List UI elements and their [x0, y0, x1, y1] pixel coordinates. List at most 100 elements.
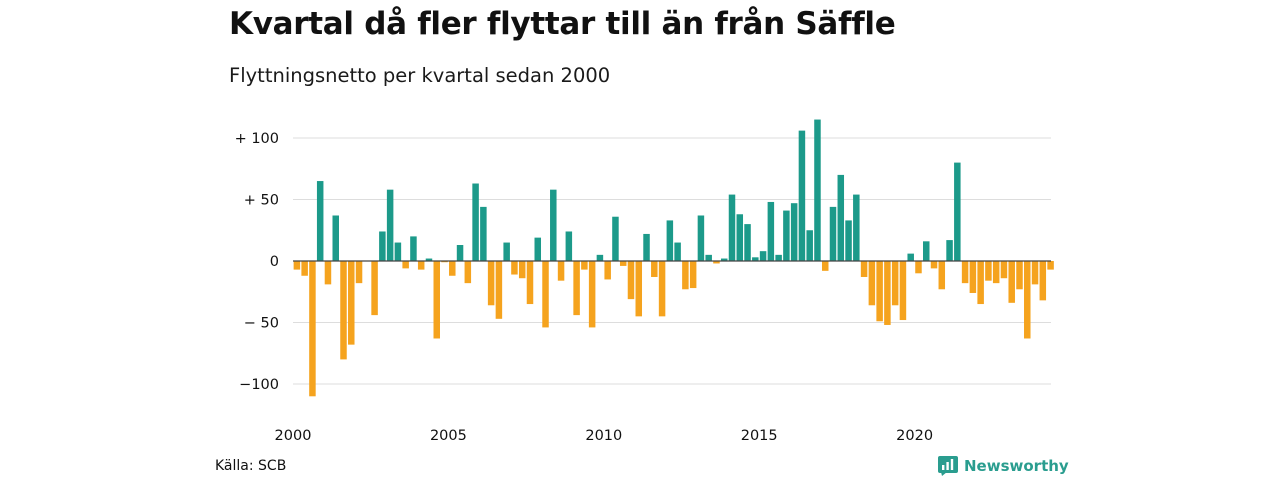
bar-positive	[480, 206, 487, 261]
bar-negative	[938, 261, 946, 290]
x-tick-label: 2000	[275, 428, 312, 444]
bar-negative	[985, 261, 992, 281]
bar-negative	[441, 261, 448, 263]
bar-negative	[682, 261, 689, 290]
bar-positive	[705, 254, 712, 261]
bar-negative	[860, 261, 868, 277]
bar-positive	[752, 257, 759, 261]
bar-negative	[402, 261, 409, 269]
bar-positive	[425, 258, 433, 261]
bar-negative	[651, 261, 658, 277]
brand-logo: Newsworthy	[938, 456, 1069, 476]
bar-positive	[736, 214, 744, 261]
y-tick-label: + 100	[235, 131, 279, 147]
bar-negative	[495, 261, 503, 319]
bar-positive	[394, 242, 402, 261]
bar-negative	[449, 261, 456, 276]
y-tick-label: − 50	[244, 316, 279, 332]
bar-positive	[853, 194, 860, 261]
y-tick-label: + 50	[244, 193, 279, 209]
bar-positive	[410, 236, 417, 261]
x-tick-label: 2015	[741, 428, 778, 444]
bar-positive	[643, 233, 650, 261]
bar-positive	[744, 224, 751, 261]
bar-negative	[961, 261, 969, 284]
bar-negative	[1000, 261, 1008, 279]
bar-positive	[316, 181, 324, 261]
bar-negative	[293, 261, 301, 270]
bar-positive	[946, 240, 953, 261]
bar-negative	[487, 261, 495, 306]
bar-negative	[1008, 261, 1015, 303]
bar-negative	[573, 261, 580, 316]
chart-subtitle: Flyttningsnetto per kvartal sedan 2000	[229, 64, 611, 87]
bar-negative	[689, 261, 697, 289]
bar-positive	[596, 254, 604, 261]
bar-positive	[775, 254, 782, 261]
bar-negative	[899, 261, 907, 321]
y-axis-ticks: + 100 + 50 0 − 50 −100	[235, 131, 279, 393]
x-tick-label: 2020	[896, 428, 933, 444]
bar-negative	[1024, 261, 1031, 339]
bar-positive	[697, 215, 705, 261]
bar-negative	[604, 261, 611, 280]
bar-negative	[1039, 261, 1047, 301]
bar-positive	[728, 194, 736, 261]
y-tick-label: 0	[270, 254, 279, 270]
bar-negative	[977, 261, 984, 305]
bar-negative	[915, 261, 922, 274]
bar-negative	[511, 261, 518, 275]
bar-positive	[472, 183, 479, 261]
bar-positive	[332, 215, 339, 261]
bars	[293, 119, 1054, 397]
bar-positive	[829, 206, 837, 261]
bar-positive	[806, 230, 813, 261]
bar-negative	[868, 261, 876, 306]
x-tick-label: 2010	[585, 428, 622, 444]
bar-negative	[518, 261, 526, 279]
bar-positive	[790, 203, 798, 261]
bar-negative	[417, 261, 425, 270]
bar-positive	[386, 189, 394, 261]
x-axis-ticks: 2000 2005 2010 2015 2020	[275, 428, 934, 444]
bar-positive	[954, 162, 961, 261]
gridlines	[293, 137, 1051, 385]
bar-positive	[534, 237, 541, 261]
bar-positive	[565, 231, 573, 261]
bar-negative	[1031, 261, 1039, 285]
bar-positive	[503, 242, 510, 261]
bar-positive	[923, 241, 930, 261]
bar-positive	[674, 242, 681, 261]
bar-positive	[783, 210, 790, 261]
bar-negative	[713, 261, 720, 264]
bar-positive	[666, 220, 674, 261]
bar-positive	[798, 130, 806, 261]
bar-negative	[992, 261, 1000, 284]
bar-negative	[658, 261, 666, 317]
y-tick-label: −100	[239, 377, 279, 393]
bar-negative	[1016, 261, 1023, 290]
x-tick-label: 2005	[430, 428, 467, 444]
bar-negative	[355, 261, 363, 284]
bar-positive	[456, 245, 464, 261]
bar-negative	[371, 261, 378, 316]
bar-negative	[884, 261, 891, 325]
bar-negative	[301, 261, 308, 276]
bar-negative	[1047, 261, 1054, 270]
chart-title: Kvartal då fler flyttar till än från Säf…	[229, 6, 896, 42]
bar-negative	[635, 261, 643, 317]
brand-name: Newsworthy	[964, 457, 1069, 475]
source-note: Källa: SCB	[215, 458, 287, 474]
bar-negative	[309, 261, 316, 397]
bar-positive	[550, 189, 557, 261]
bar-negative	[557, 261, 565, 281]
bar-negative	[340, 261, 347, 360]
bar-negative	[588, 261, 596, 328]
bar-positive	[845, 220, 852, 261]
bar-negative	[627, 261, 635, 300]
bar-positive	[379, 231, 386, 261]
bar-negative	[542, 261, 549, 328]
bar-positive	[759, 251, 767, 261]
bar-negative	[433, 261, 440, 339]
